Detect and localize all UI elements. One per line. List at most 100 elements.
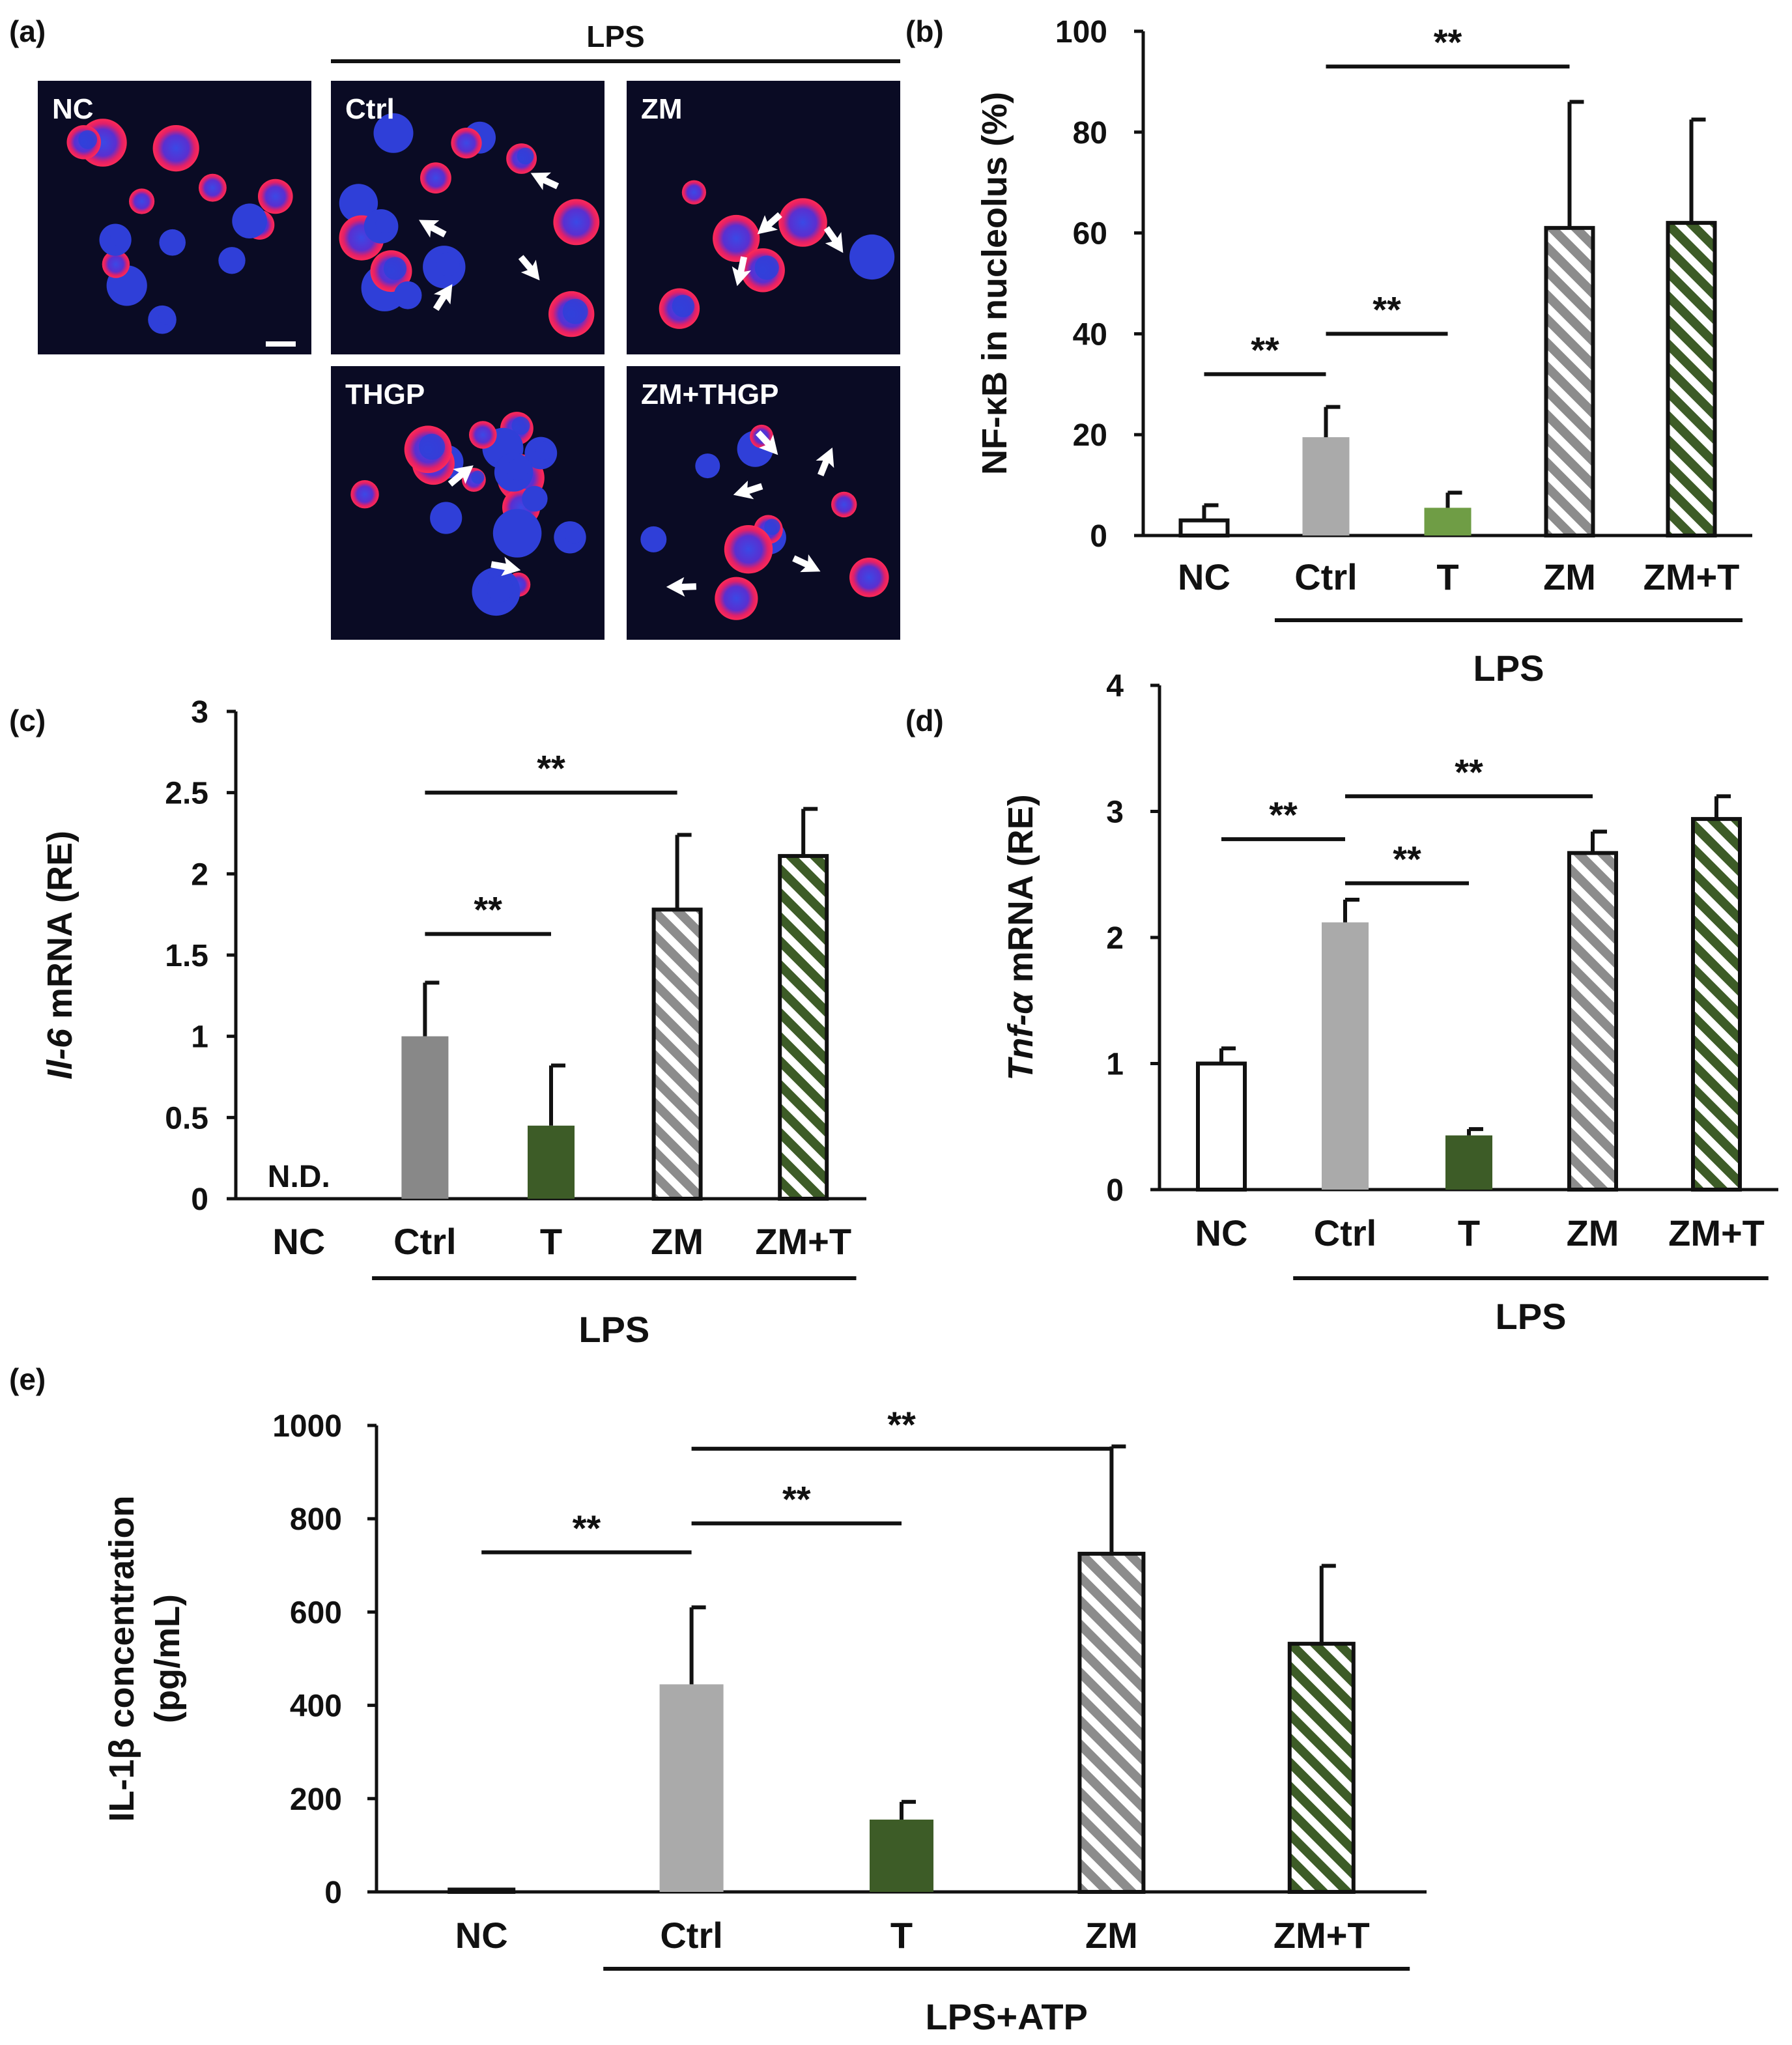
x-category-label: T	[540, 1221, 562, 1262]
x-category-label: ZM	[1567, 1212, 1619, 1253]
x-category-label: Ctrl	[393, 1221, 456, 1262]
bar-zm	[1567, 851, 1618, 1192]
cell	[640, 526, 667, 552]
micrograph-thgp-label: THGP	[345, 379, 425, 410]
arrow-icon	[756, 430, 778, 455]
cell-nucleus	[78, 130, 98, 149]
cell-nucleus	[419, 433, 446, 460]
cell	[492, 509, 542, 558]
y-tick-label: 100	[1055, 15, 1107, 50]
y-axis-title-gene: Tnf-α	[1001, 991, 1040, 1081]
cell	[350, 480, 379, 509]
x-category-label: NC	[1178, 556, 1230, 597]
y-tick-label: 1000	[272, 1409, 342, 1444]
significance-label: **	[474, 889, 502, 930]
bar-ctrl	[401, 1036, 449, 1199]
chart-e: (e) 0 200 400 600 800 1000 IL-1β concentration(…	[9, 1362, 1427, 2037]
arrow-icon	[518, 255, 540, 281]
cell	[232, 203, 267, 238]
cell-nucleus	[110, 228, 128, 246]
cell	[831, 491, 857, 518]
cell	[393, 281, 422, 309]
cell-nucleus	[507, 459, 528, 481]
y-axis-title-unit: mRNA (RE)	[40, 831, 79, 1029]
x-category-label: NC	[1195, 1212, 1248, 1253]
y-tick-label: 0	[191, 1182, 208, 1217]
x-category-label: ZM+T	[1643, 556, 1740, 597]
arrow-icon	[433, 284, 453, 311]
bar-nc	[1178, 518, 1230, 538]
cell-nucleus	[764, 519, 780, 536]
panel-c-label: (c)	[9, 704, 46, 737]
y-tick-label: 0	[324, 1876, 342, 1910]
significance-label: **	[1372, 289, 1401, 330]
cell	[159, 229, 186, 256]
bar-zm	[651, 908, 703, 1201]
micrograph-nc: NC	[38, 81, 311, 354]
cell-nucleus	[672, 294, 695, 317]
x-category-label: ZM	[651, 1221, 704, 1262]
y-tick-label: 80	[1073, 116, 1107, 150]
y-tick-label: 800	[290, 1502, 342, 1537]
y-axis-title-line2: (pg/mL)	[148, 1594, 187, 1723]
panel-e-label: (e)	[9, 1362, 46, 1396]
cell	[102, 250, 130, 278]
chart-b: (b) 0 20 40 60 80 100 NF-κB in nucleolus (%) NC C…	[905, 14, 1752, 689]
cell	[451, 128, 482, 159]
x-category-label: T	[890, 1915, 913, 1956]
cell	[715, 577, 758, 620]
significance-label: **	[537, 748, 565, 789]
group-label: LPS	[1496, 1296, 1567, 1337]
y-tick-label: 40	[1073, 317, 1107, 352]
bar-zm	[1544, 225, 1595, 537]
y-tick-label: 600	[290, 1595, 342, 1630]
panel-a: (a) LPS NC Ctrl ZM THGP ZM+THGP	[9, 14, 900, 640]
y-tick-label: 0.5	[165, 1101, 208, 1136]
cell	[849, 558, 889, 597]
bar-nc	[1196, 1061, 1247, 1192]
y-tick-label: 3	[1106, 795, 1124, 830]
panel-a-group-label: LPS	[586, 20, 644, 53]
cell	[373, 113, 414, 153]
cell-nucleus	[511, 416, 530, 435]
chart-d: (d) 0 1 2 3 4 Tnf-α mRNA (RE) NC Ctrl T ZM ZM+T LPS *…	[905, 669, 1778, 1337]
x-category-label: ZM	[1085, 1915, 1138, 1956]
micrograph-ctrl: Ctrl	[331, 81, 604, 354]
y-tick-label: 400	[290, 1689, 342, 1724]
cell	[218, 247, 246, 274]
cell-nucleus	[436, 252, 460, 276]
x-category-label: ZM+T	[1273, 1915, 1370, 1956]
y-axis-title: Il-6 mRNA (RE)	[40, 831, 79, 1080]
micrograph-zm-label: ZM	[641, 93, 683, 125]
x-category-label: ZM+T	[755, 1221, 851, 1262]
cell	[339, 184, 378, 223]
x-category-label: NC	[272, 1221, 325, 1262]
x-category-label: Ctrl	[660, 1915, 722, 1956]
group-label: LPS	[578, 1309, 649, 1350]
cell-nucleus	[471, 470, 485, 484]
bar-zm-plus-t	[778, 853, 829, 1201]
cell-nucleus	[535, 441, 554, 460]
cell-nucleus	[565, 526, 583, 544]
x-category-label: ZM	[1543, 556, 1596, 597]
cell	[713, 214, 760, 263]
y-tick-label: 2.5	[165, 777, 208, 811]
bar-nc	[448, 1887, 516, 1894]
micrograph-zm-thgp-label: ZM+THGP	[641, 379, 778, 410]
panel-a-label: (a)	[9, 14, 46, 48]
y-tick-label: 0	[1106, 1173, 1124, 1208]
cell-nucleus	[754, 255, 779, 280]
y-axis-title-gene: Il-6	[40, 1028, 79, 1080]
significance-label: **	[887, 1404, 916, 1445]
cell	[522, 485, 548, 512]
not-detected-label: N.D.	[268, 1160, 330, 1194]
y-tick-label: 1	[191, 1020, 208, 1055]
x-category-label: Ctrl	[1294, 556, 1357, 597]
bar-ctrl	[1302, 437, 1350, 536]
panel-d-label: (d)	[905, 704, 944, 737]
cell	[420, 162, 451, 193]
micrograph-nc-label: NC	[52, 93, 94, 125]
cell-nucleus	[517, 147, 534, 165]
cell	[681, 180, 706, 205]
